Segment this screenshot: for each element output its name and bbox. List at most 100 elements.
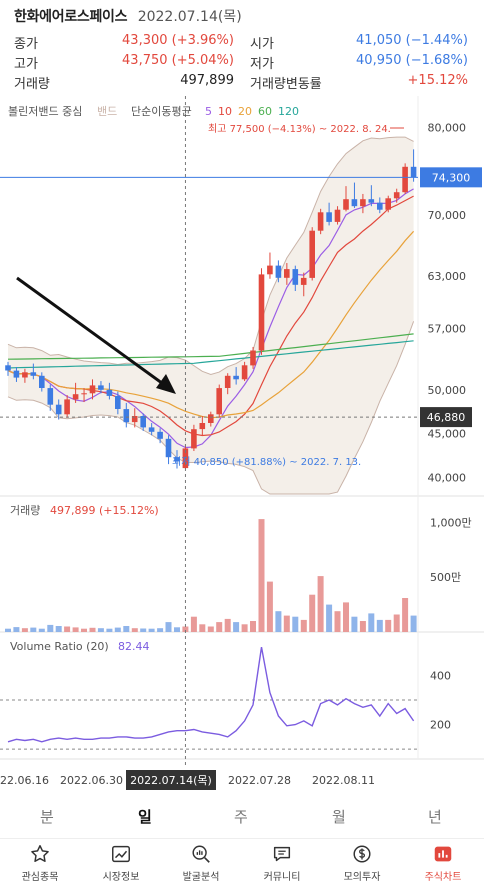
candle-body <box>216 388 222 415</box>
volume-legend-label: 거래량 <box>10 504 40 517</box>
volume-bar <box>106 628 113 632</box>
candle-body <box>5 365 11 371</box>
candle-body <box>64 399 70 415</box>
volume-bar <box>300 619 307 632</box>
candle-body <box>402 166 408 193</box>
nav-mock-invest[interactable]: 모의투자 <box>322 843 402 883</box>
volume-bar <box>376 619 383 632</box>
candle-body <box>208 414 214 423</box>
volume-value: 497,899 <box>180 73 234 88</box>
candle-body <box>300 277 307 285</box>
volume-bar <box>326 604 333 632</box>
magnifier-chart-icon <box>192 845 210 863</box>
volume-legend-value: 497,899 (+15.12%) <box>50 504 159 517</box>
volume-bar <box>224 618 231 632</box>
bottom-nav: 관심종목 시장정보 발굴분석 커뮤니티 모의투자 주식차트 <box>0 838 484 888</box>
close-price-row: 종가 43,300 (+3.96%) <box>14 33 234 52</box>
nav-watchlist-label: 관심종목 <box>21 872 59 883</box>
bollinger-bands <box>7 136 415 495</box>
nav-stock-chart[interactable]: 주식차트 <box>403 843 483 883</box>
tab-day[interactable]: 일 <box>138 808 152 826</box>
candle-body <box>199 423 206 430</box>
nav-community[interactable]: 커뮤니티 <box>242 843 322 883</box>
nav-market[interactable]: 시장정보 <box>81 843 161 883</box>
price-tick-label: 50,000 <box>428 384 467 397</box>
market-chart-icon <box>112 845 130 863</box>
volume-bar <box>157 628 164 632</box>
stock-chart[interactable]: 80,000 70,000 63,000 57,000 50,000 45,000 40,0… <box>0 96 484 806</box>
quote-date: 2022.07.14(목) <box>137 9 242 25</box>
candle-body <box>191 429 197 449</box>
candle-body <box>233 375 239 380</box>
low-annotation: 최저 40,850 (+81.88%) ~ 2022. 7. 13. <box>172 456 361 468</box>
ma-legend-20: 20 <box>238 105 252 118</box>
star-icon <box>31 845 49 862</box>
candle-body <box>385 198 391 210</box>
volume-bar <box>233 622 240 632</box>
low-label: 저가 <box>250 57 274 72</box>
stock-name: 한화에어로스페이스 <box>14 9 128 25</box>
volume-change-label: 거래량변동률 <box>250 77 322 92</box>
tab-month[interactable]: 월 <box>332 808 346 826</box>
volume-bar <box>97 628 104 632</box>
chart-canvas[interactable]: 80,000 70,000 63,000 57,000 50,000 45,000 40,0… <box>0 96 484 806</box>
volume-bar <box>207 626 214 632</box>
tab-minute[interactable]: 분 <box>40 808 54 826</box>
volume-bar <box>81 628 87 632</box>
open-price-row: 시가 41,050 (−1.44%) <box>250 33 468 52</box>
candle-body <box>30 372 37 376</box>
chart-labels: 80,000 70,000 63,000 57,000 50,000 45,000 40,0… <box>0 105 472 787</box>
close-label: 종가 <box>14 37 38 52</box>
volume-bar <box>72 627 79 632</box>
volume-bar <box>38 628 45 632</box>
volume-bars <box>5 519 417 632</box>
candle-body <box>267 265 273 275</box>
volume-bar <box>64 626 71 632</box>
nav-analysis-label: 발굴분석 <box>182 872 220 883</box>
volume-bar <box>114 627 121 632</box>
ma-legend-5: 5 <box>205 105 212 118</box>
candle-body <box>81 393 87 395</box>
volume-bar <box>140 628 147 632</box>
ma-legend-10: 10 <box>218 105 232 118</box>
candle-body <box>174 457 180 462</box>
tab-year[interactable]: 년 <box>428 808 442 826</box>
nav-watchlist[interactable]: 관심종목 <box>0 843 80 883</box>
nav-analysis[interactable]: 발굴분석 <box>161 843 241 883</box>
volume-bar <box>123 626 130 632</box>
period-tabs: 분 일 주 월 년 <box>0 800 484 834</box>
bollinger-lower-line <box>7 321 415 495</box>
candle-body <box>377 202 383 210</box>
high-value: 43,750 (+5.04%) <box>122 53 234 68</box>
volume-bar <box>174 627 180 632</box>
volume-bar <box>292 616 299 632</box>
candle-body <box>250 350 256 366</box>
volume-tick-label: 500만 <box>430 571 461 584</box>
candle-body <box>123 409 130 423</box>
candle-body <box>368 199 375 203</box>
candle-body <box>241 365 248 380</box>
open-label: 시가 <box>250 37 274 52</box>
tab-week[interactable]: 주 <box>234 808 248 826</box>
candle-body <box>47 388 54 405</box>
candle-body <box>165 438 172 458</box>
candle-body <box>317 212 324 231</box>
candle-body <box>22 372 28 378</box>
volume-bar <box>47 624 54 632</box>
volume-change-value: +15.12% <box>407 73 468 88</box>
candle-body <box>224 375 231 388</box>
candle-body <box>39 375 45 388</box>
volume-row: 거래량 497,899 <box>14 73 234 92</box>
quote-header: 한화에어로스페이스 2022.07.14(목) 종가 43,300 (+3.96… <box>0 0 484 96</box>
volume-change-row: 거래량변동률 +15.12% <box>250 73 468 92</box>
volume-ratio-path <box>7 646 415 743</box>
volume-bar <box>199 624 206 632</box>
candle-body <box>148 427 155 432</box>
title-row: 한화에어로스페이스 2022.07.14(목) <box>14 6 242 26</box>
volume-bar <box>385 619 392 632</box>
price-tick-label: 57,000 <box>428 323 467 336</box>
chat-icon <box>273 846 291 862</box>
x-tick-label: 2022.07.28 <box>228 774 291 787</box>
nav-market-label: 시장정보 <box>102 872 140 883</box>
volume-tick-label: 1,000만 <box>430 516 472 529</box>
